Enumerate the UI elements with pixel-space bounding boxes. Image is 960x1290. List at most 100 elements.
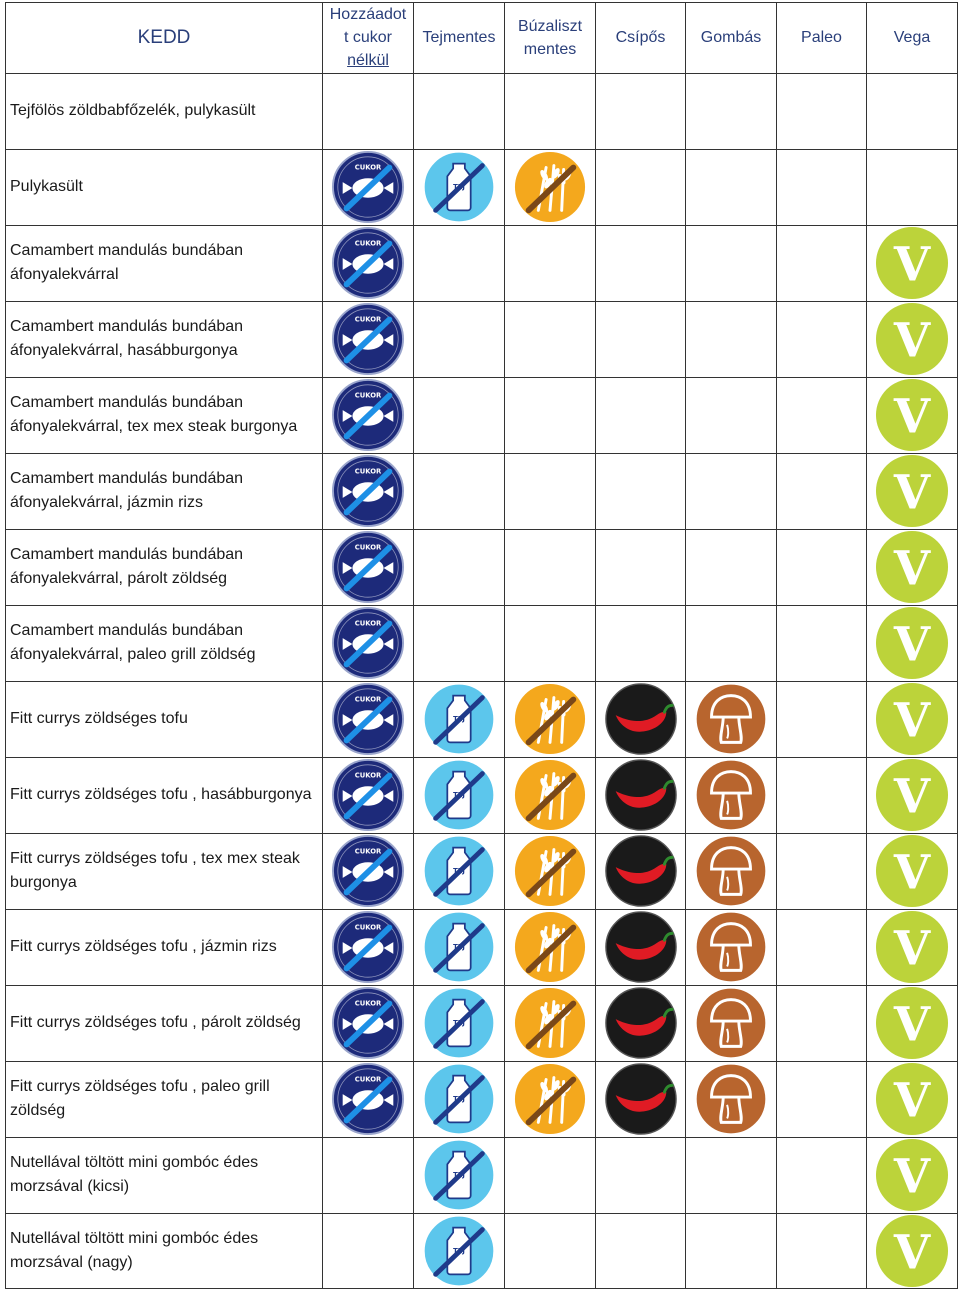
header-row: KEDD Hozzáadot t cukor nélkül Tejmentes … [5,2,958,74]
wheat-free-icon [514,912,586,983]
flag-cell-wheat [504,528,596,606]
vegetarian-icon: V [875,1214,949,1287]
flag-cell-vega: V [866,680,958,758]
flag-cell-paleo [776,984,867,1062]
flag-cell-sugar: CUKOR [322,680,414,758]
flag-cell-sugar: CUKOR [322,376,414,454]
menu-row: Camambert mandulás bundában áfonyalekvárr… [5,300,958,378]
flag-cell-spicy [595,224,686,302]
svg-text:V: V [893,770,931,825]
header-mushroom: Gombás [685,2,777,74]
mushroom-icon [695,835,767,907]
dish-name: Camambert mandulás bundában áfonyalekvárr… [5,224,323,302]
flag-cell-sugar: CUKOR [322,528,414,606]
svg-text:V: V [893,922,931,977]
flag-cell-dairy: TEJ [413,680,505,758]
no-sugar-icon: CUKOR [331,607,405,680]
vegetarian-icon: V [875,455,949,528]
svg-text:CUKOR: CUKOR [355,164,382,172]
menu-row: Nutellával töltött mini gombóc édes morzs… [5,1136,958,1214]
flag-cell-mushroom [685,452,777,530]
svg-text:CUKOR: CUKOR [355,1000,382,1008]
svg-text:V: V [893,846,931,901]
flag-cell-sugar: CUKOR [322,452,414,530]
wheat-free-icon [514,836,586,907]
flag-cell-spicy [595,452,686,530]
flag-cell-vega: V [866,1060,958,1138]
flag-cell-vega: V [866,908,958,986]
svg-text:V: V [893,1074,931,1129]
flag-cell-wheat [504,984,596,1062]
flag-cell-dairy: TEJ [413,908,505,986]
vegetarian-icon: V [875,227,949,300]
mushroom-icon [695,683,767,755]
dish-name-line: Fitt currys zöldséges tofu , hasábburgon… [10,786,312,804]
dish-name-line: Camambert mandulás bundában [10,622,244,640]
flag-cell-mushroom [685,832,777,910]
dish-name-line: Fitt currys zöldséges tofu , jázmin rizs [10,938,277,956]
vegetarian-icon: V [875,1139,949,1212]
dish-name-line: morzsával (nagy) [10,1253,133,1271]
no-sugar-icon: CUKOR [331,531,405,604]
flag-cell-sugar: CUKOR [322,832,414,910]
dish-name-line: Camambert mandulás bundában [10,470,244,488]
flag-cell-sugar: CUKOR [322,756,414,834]
dish-name: Camambert mandulás bundában áfonyalekvárr… [5,604,323,682]
chili-pepper-icon [604,987,677,1059]
dairy-free-icon: TEJ [423,759,495,831]
flag-cell-spicy [595,604,686,682]
flag-cell-vega: V [866,756,958,834]
menu-row: Camambert mandulás bundában áfonyalekvárr… [5,528,958,606]
svg-text:CUKOR: CUKOR [355,240,382,248]
flag-cell-sugar: CUKOR [322,604,414,682]
flag-cell-vega: V [866,832,958,910]
flag-cell-paleo [776,224,867,302]
chili-pepper-icon [604,683,677,755]
flag-cell-vega [866,148,958,226]
svg-text:V: V [893,314,931,369]
mushroom-icon [695,911,767,983]
svg-text:CUKOR: CUKOR [355,848,382,856]
svg-text:CUKOR: CUKOR [355,468,382,476]
no-sugar-icon: CUKOR [331,379,405,452]
flag-cell-dairy [413,300,505,378]
dish-name-line: burgonya [10,874,77,892]
header-sugar-line-1: Hozzáadot [329,6,407,23]
flag-cell-mushroom [685,224,777,302]
menu-row: Pulykasült CUKOR TEJ [5,148,958,226]
dish-name-line: morzsával (kicsi) [10,1178,130,1196]
menu-row: Fitt currys zöldséges tofu , tex mex ste… [5,832,958,910]
header-wheat-line-1: Búzaliszt [517,17,583,35]
no-sugar-icon: CUKOR [331,683,405,756]
flag-cell-spicy [595,148,686,226]
menu-row: Camambert mandulás bundában áfonyalekvárr… [5,224,958,302]
flag-cell-sugar: CUKOR [322,984,414,1062]
vegetarian-icon: V [875,835,949,908]
flag-cell-paleo [776,756,867,834]
flag-cell-sugar [322,1212,414,1289]
dairy-free-icon: TEJ [423,1063,495,1135]
flag-cell-sugar [322,1136,414,1214]
dish-name-line: Camambert mandulás bundában [10,394,244,412]
svg-text:V: V [893,542,931,597]
menu-row: Fitt currys zöldséges tofu , párolt zöld… [5,984,958,1062]
dish-name-line: Fitt currys zöldséges tofu , tex mex ste… [10,850,300,868]
no-sugar-icon: CUKOR [331,455,405,528]
flag-cell-dairy: TEJ [413,1136,505,1214]
vegetarian-icon: V [875,607,949,680]
chili-pepper-icon [604,911,677,983]
flag-cell-mushroom [685,72,777,150]
flag-cell-paleo [776,148,867,226]
menu-row: Fitt currys zöldséges tofu , paleo grill… [5,1060,958,1138]
flag-cell-mushroom [685,680,777,758]
flag-cell-spicy [595,1060,686,1138]
flag-cell-sugar: CUKOR [322,300,414,378]
mushroom-icon [695,759,767,831]
dish-name-line: Pulykasült [10,178,83,196]
dish-name-line: áfonyalekvárral, párolt zöldség [10,570,228,588]
flag-cell-dairy [413,72,505,150]
flag-cell-spicy [595,756,686,834]
header-paleo: Paleo [776,2,867,74]
svg-text:CUKOR: CUKOR [355,620,382,628]
flag-cell-wheat [504,148,596,226]
